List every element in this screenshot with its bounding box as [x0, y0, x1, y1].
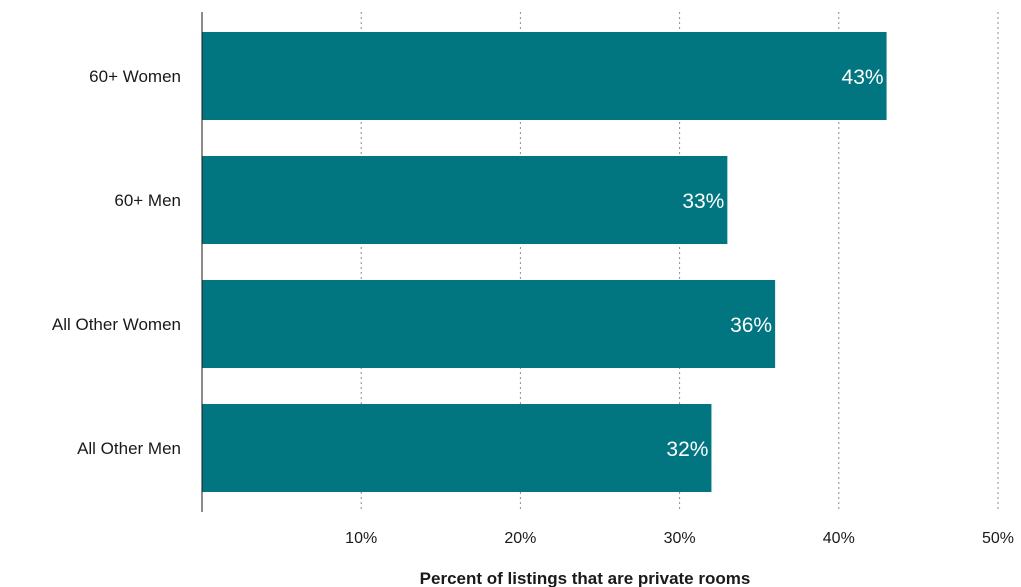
bar [202, 32, 887, 120]
category-label: 60+ Women [89, 67, 181, 86]
data-label: 33% [682, 190, 724, 213]
data-label: 36% [730, 314, 772, 337]
bar [202, 156, 728, 244]
bars: 43% 33% 36% 32% [202, 32, 887, 492]
x-tick-label: 10% [345, 530, 377, 547]
category-labels: 60+ Women 60+ Men All Other Women All Other… [52, 67, 181, 458]
data-label: 32% [666, 438, 708, 461]
x-tick-label: 50% [982, 530, 1014, 547]
category-label: 60+ Men [114, 191, 181, 210]
x-axis-title: Percent of listings that are private roo… [420, 569, 751, 587]
category-label: All Other Men [77, 439, 181, 458]
x-tick-label: 20% [504, 530, 536, 547]
category-label: All Other Women [52, 315, 181, 334]
x-tick-label: 30% [664, 530, 696, 547]
x-tick-labels: 10% 20% 30% 40% 50% [345, 530, 1014, 547]
x-tick-label: 40% [823, 530, 855, 547]
data-label: 43% [842, 66, 884, 89]
bar [202, 280, 776, 368]
bar [202, 404, 712, 492]
